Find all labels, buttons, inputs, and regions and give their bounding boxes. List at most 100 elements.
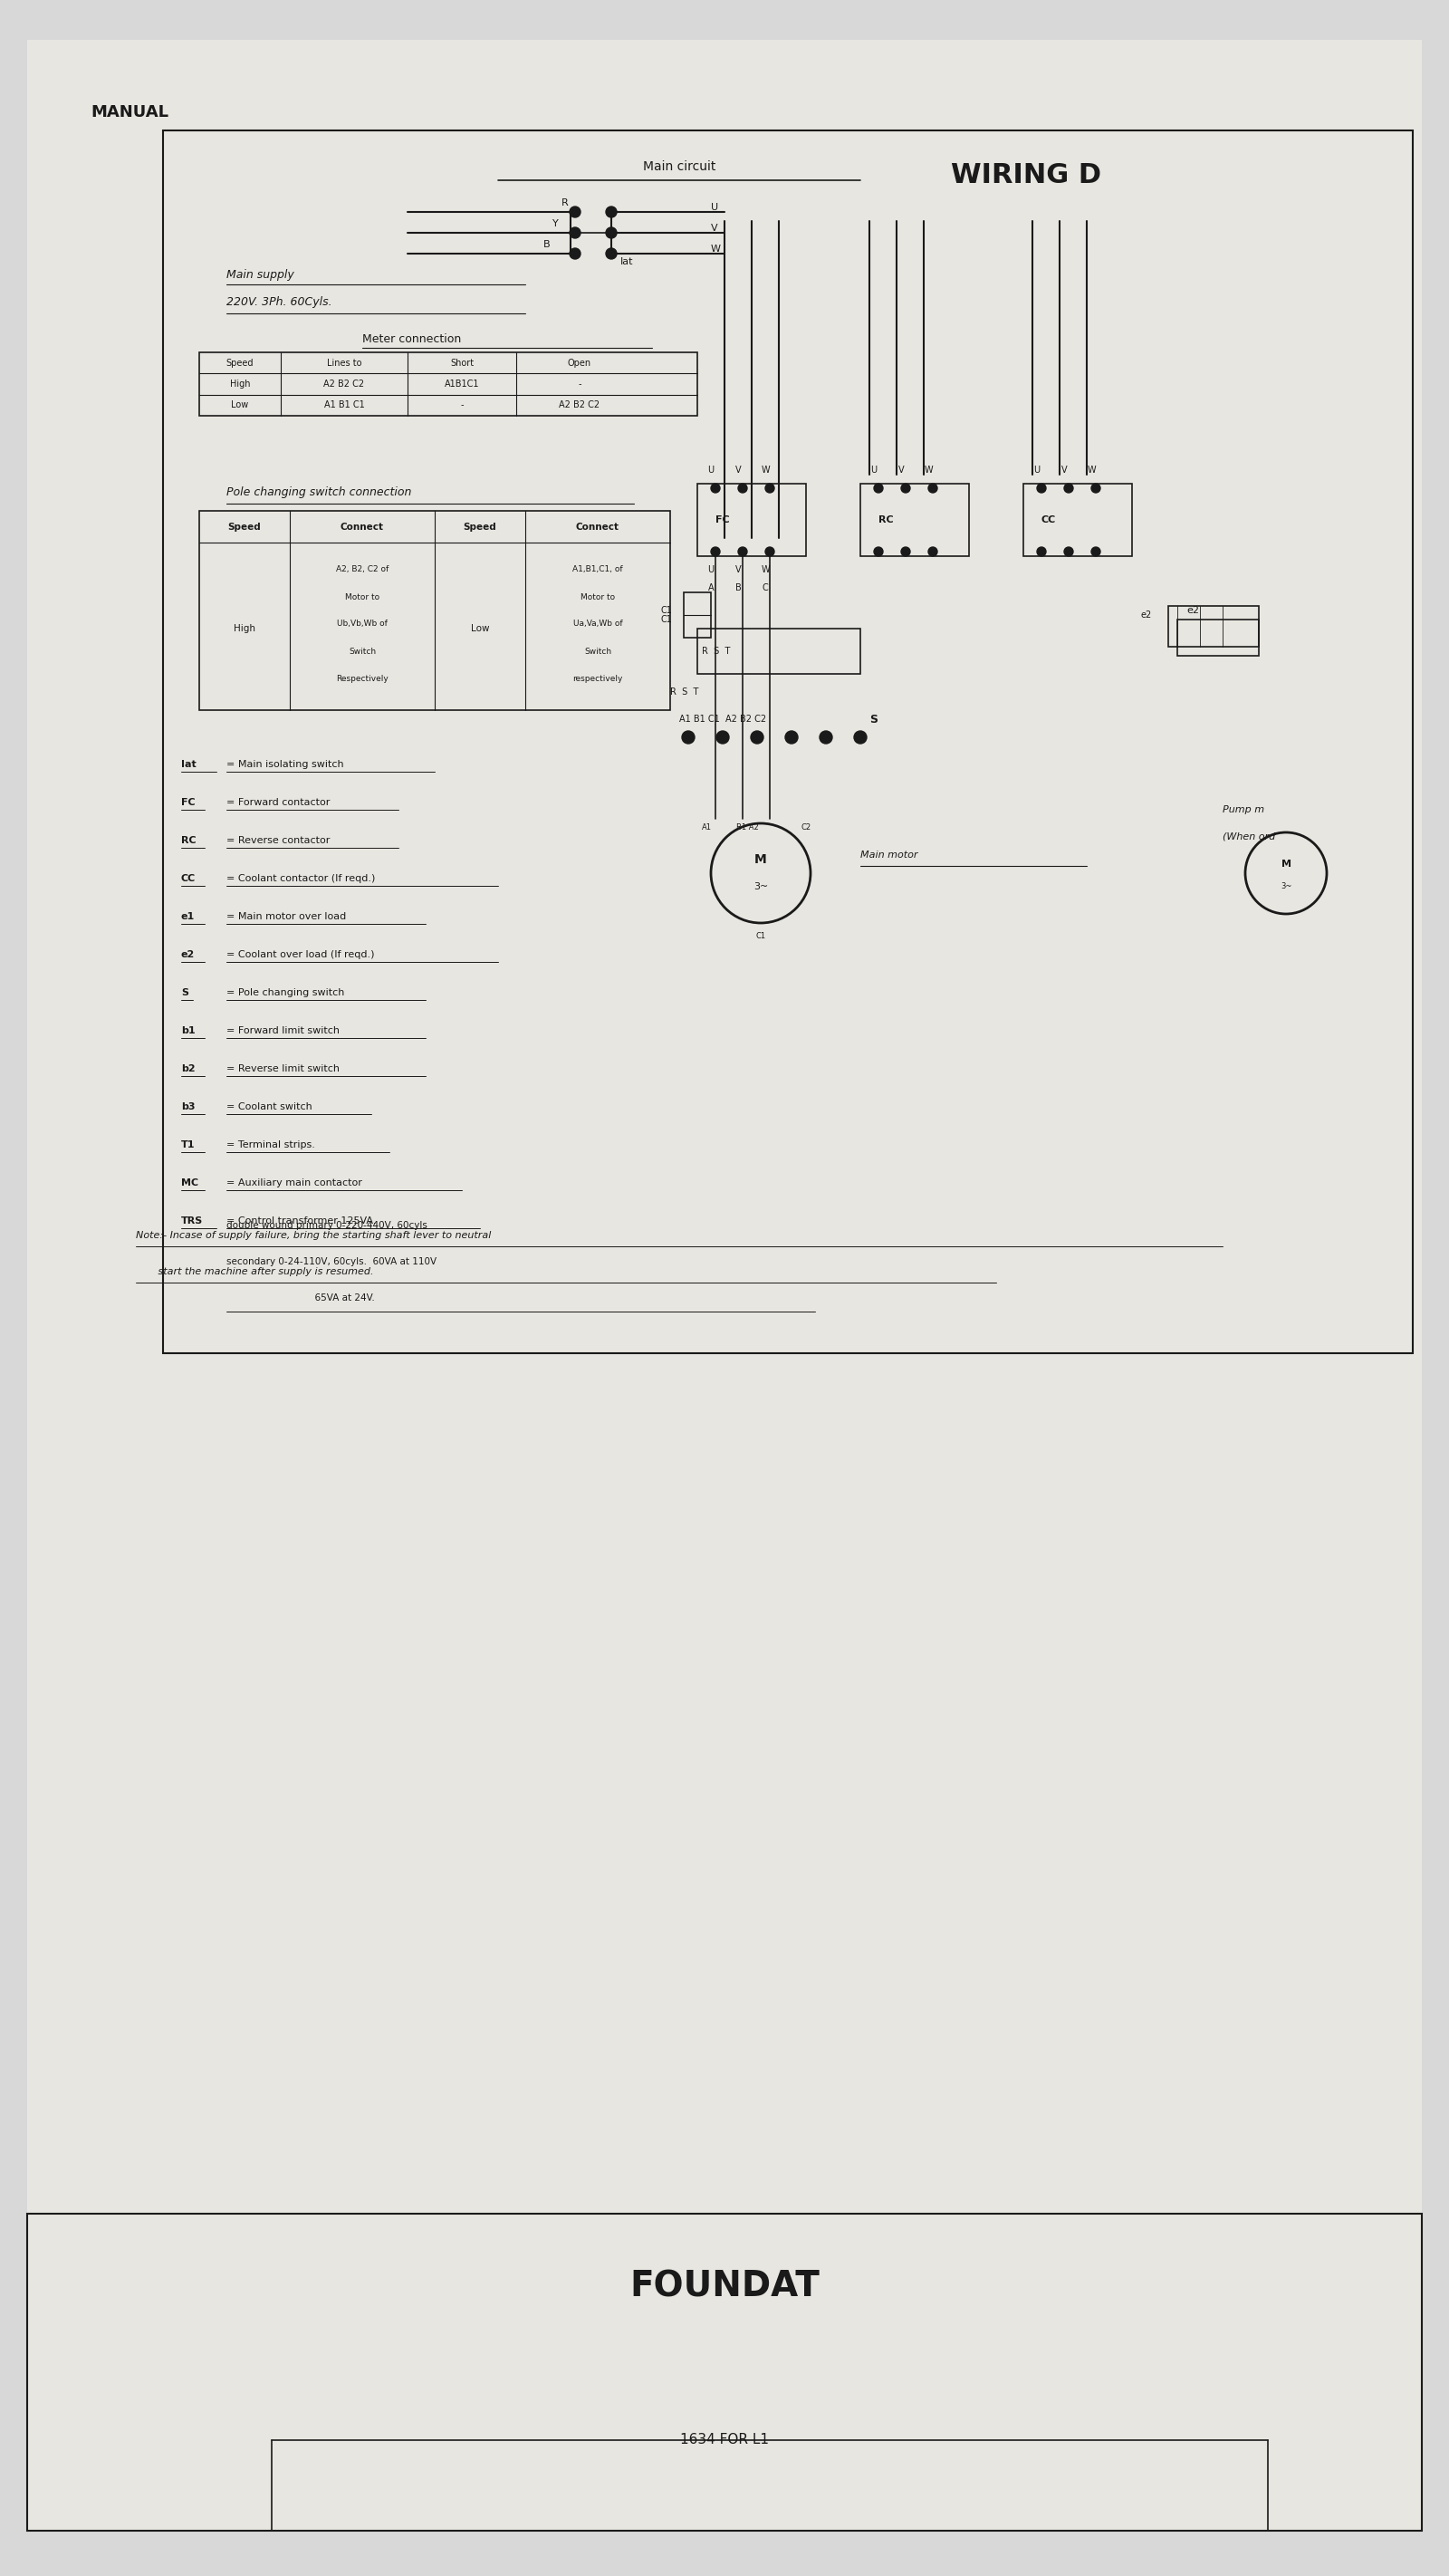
Circle shape	[716, 732, 729, 744]
Text: High: High	[230, 379, 251, 389]
Text: U: U	[711, 204, 719, 211]
Text: C1: C1	[661, 616, 672, 623]
Text: Low: Low	[471, 623, 490, 634]
Text: Iat: Iat	[181, 760, 196, 770]
Text: Y: Y	[552, 219, 558, 229]
Text: MANUAL: MANUAL	[90, 103, 168, 121]
Text: = Coolant over load (If reqd.): = Coolant over load (If reqd.)	[226, 951, 374, 958]
Text: Main supply: Main supply	[226, 270, 294, 281]
Text: Main circuit: Main circuit	[643, 160, 716, 173]
Text: A1B1C1: A1B1C1	[445, 379, 480, 389]
Text: A1: A1	[701, 824, 711, 832]
Text: FC: FC	[716, 515, 730, 526]
Text: High: High	[233, 623, 255, 634]
Bar	[697, 484, 806, 556]
Circle shape	[874, 546, 882, 556]
Text: W: W	[711, 245, 722, 252]
Text: Pole changing switch connection: Pole changing switch connection	[226, 487, 412, 500]
Text: C: C	[762, 582, 768, 592]
Text: Speed: Speed	[227, 523, 261, 531]
Text: A2 B2 C2: A2 B2 C2	[323, 379, 365, 389]
Circle shape	[606, 206, 617, 216]
Text: 3~: 3~	[1281, 884, 1291, 891]
Circle shape	[569, 206, 581, 216]
Text: = Pole changing switch: = Pole changing switch	[226, 989, 345, 997]
Text: (When ord: (When ord	[1223, 832, 1275, 842]
Circle shape	[820, 732, 832, 744]
Text: WIRING D: WIRING D	[951, 162, 1101, 188]
Circle shape	[751, 732, 764, 744]
Text: R  S  T: R S T	[701, 647, 730, 657]
Text: TRS: TRS	[181, 1216, 203, 1226]
Text: FC: FC	[181, 799, 196, 806]
Text: Low: Low	[232, 402, 249, 410]
Text: b2: b2	[181, 1064, 196, 1074]
Text: e2: e2	[1142, 611, 1152, 621]
Text: 1634 FOR L1: 1634 FOR L1	[680, 2434, 769, 2447]
Circle shape	[765, 484, 774, 492]
Text: secondary 0-24-110V, 60cyls.  60VA at 110V: secondary 0-24-110V, 60cyls. 60VA at 110…	[226, 1257, 436, 1267]
Text: = Reverse limit switch: = Reverse limit switch	[226, 1064, 339, 1074]
Circle shape	[606, 247, 617, 260]
Text: S: S	[181, 989, 188, 997]
Text: = Main motor over load: = Main motor over load	[226, 912, 346, 922]
Text: -: -	[578, 379, 581, 389]
Bar	[1168, 605, 1259, 647]
Text: respectively: respectively	[572, 675, 623, 683]
Text: V: V	[711, 224, 717, 232]
Text: e1: e1	[181, 912, 196, 922]
Bar	[684, 592, 711, 639]
Text: MC: MC	[181, 1177, 199, 1188]
Text: S: S	[869, 714, 878, 724]
Text: = Coolant contactor (If reqd.): = Coolant contactor (If reqd.)	[226, 873, 375, 884]
Text: Iat: Iat	[620, 258, 633, 265]
Circle shape	[738, 546, 748, 556]
Bar	[28, 2213, 1421, 2530]
Circle shape	[682, 732, 694, 744]
Circle shape	[711, 484, 720, 492]
Text: A2, B2, C2 of: A2, B2, C2 of	[336, 567, 388, 574]
Text: -: -	[461, 402, 464, 410]
Text: Ub,Vb,Wb of: Ub,Vb,Wb of	[338, 621, 387, 629]
Text: 220V. 3Ph. 60Cyls.: 220V. 3Ph. 60Cyls.	[226, 296, 332, 309]
Text: Short: Short	[451, 358, 474, 368]
Text: U: U	[871, 466, 877, 474]
Text: RC: RC	[878, 515, 894, 526]
Circle shape	[901, 546, 910, 556]
Text: CC: CC	[181, 873, 196, 884]
Bar	[861, 484, 969, 556]
Text: Lines to: Lines to	[326, 358, 362, 368]
Text: W: W	[761, 466, 769, 474]
Text: V: V	[898, 466, 904, 474]
Circle shape	[1091, 546, 1100, 556]
Text: B: B	[735, 582, 740, 592]
Circle shape	[929, 546, 938, 556]
Text: b3: b3	[181, 1103, 196, 1110]
Text: 3~: 3~	[753, 881, 768, 891]
Text: Connect: Connect	[341, 523, 384, 531]
Text: A: A	[709, 582, 714, 592]
Text: Note:- Incase of supply failure, bring the starting shaft lever to neutral: Note:- Incase of supply failure, bring t…	[136, 1231, 491, 1239]
Bar	[200, 510, 669, 711]
Text: B1 A2: B1 A2	[736, 824, 758, 832]
Text: R  S  T: R S T	[669, 688, 698, 696]
Text: U: U	[707, 564, 714, 574]
Circle shape	[929, 484, 938, 492]
Text: M: M	[1281, 860, 1291, 868]
Text: 65VA at 24V.: 65VA at 24V.	[226, 1293, 375, 1303]
Text: A1 B1 C1  A2 B2 C2: A1 B1 C1 A2 B2 C2	[680, 714, 767, 724]
Text: double wound primary 0-220-440V, 60cyls: double wound primary 0-220-440V, 60cyls	[226, 1221, 427, 1229]
Text: A1 B1 C1: A1 B1 C1	[325, 402, 364, 410]
Text: V: V	[735, 564, 740, 574]
Text: CC: CC	[1042, 515, 1056, 526]
Text: T1: T1	[181, 1141, 196, 1149]
Bar	[697, 629, 861, 675]
Bar	[1177, 621, 1259, 657]
Circle shape	[569, 247, 581, 260]
Text: B: B	[543, 240, 551, 250]
Text: Connect: Connect	[577, 523, 620, 531]
Text: W: W	[924, 466, 933, 474]
Circle shape	[1037, 484, 1046, 492]
Text: = Forward contactor: = Forward contactor	[226, 799, 330, 806]
Text: = Forward limit switch: = Forward limit switch	[226, 1025, 339, 1036]
